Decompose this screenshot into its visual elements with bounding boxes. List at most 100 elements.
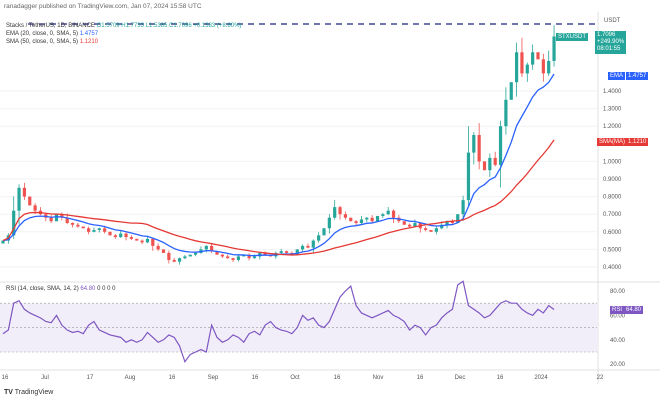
time-tick: 16 <box>417 375 424 381</box>
candle <box>354 221 358 223</box>
candle <box>33 205 37 211</box>
candle <box>156 245 160 250</box>
sma-legend[interactable]: SMA (50, close, 0, SMA, 5) 1.1210 <box>6 39 98 45</box>
bar-countdown: 08:01:55 <box>597 46 621 52</box>
candle <box>65 217 69 223</box>
sma-price-value: 1.1210 <box>626 138 649 146</box>
time-tick: 17 <box>87 375 94 381</box>
candle <box>301 245 305 250</box>
candle <box>531 52 535 65</box>
candle <box>151 238 155 246</box>
logo-text: TradingView <box>14 389 54 396</box>
price-tick: 1.3000 <box>603 107 622 113</box>
price-tick: 0.9000 <box>603 177 622 183</box>
candle <box>17 187 21 211</box>
time-tick: Nov <box>373 375 384 381</box>
price-tick: 1.2000 <box>603 124 622 130</box>
symbol-tag: STXUSDT <box>556 33 589 41</box>
price-tick: 0.5000 <box>603 247 622 253</box>
candle <box>97 228 101 231</box>
ohlc-high: H1.7733 <box>121 23 144 29</box>
rsi-tick: 60.00 <box>610 313 626 319</box>
rsi-tick: 80.00 <box>610 289 626 295</box>
ohlc-close: C1.7096 <box>169 23 192 29</box>
candle <box>247 254 251 259</box>
ema-label: EMA (20, close, 0, SMA, 5) <box>6 31 79 37</box>
rsi-value: 64.80 <box>80 286 96 292</box>
candle <box>333 207 337 218</box>
ema-legend[interactable]: EMA (20, close, 0, SMA, 5) 1.4757 <box>6 31 98 37</box>
rsi-tick: 40.00 <box>610 338 626 344</box>
candle <box>145 238 150 243</box>
price-tick: 1.4000 <box>603 89 622 95</box>
candle <box>445 221 449 225</box>
sma-line <box>2 139 555 256</box>
rsi-extra: 0 0 0 0 <box>97 286 116 292</box>
tradingview-logo[interactable]: TV TradingView <box>4 389 53 396</box>
time-tick: 16 <box>169 375 176 381</box>
candle <box>493 157 497 165</box>
symbol-name: Stacks / TetherUS, 1D, BINANCE <box>6 23 95 29</box>
candle <box>440 224 444 229</box>
published-line: ranadagger published on TradingView.com,… <box>4 3 202 10</box>
candle <box>135 238 139 241</box>
candle <box>365 217 369 220</box>
candle <box>231 258 235 260</box>
sma-price-tag: SMA(MA) <box>597 138 627 146</box>
last-price-tag: 1.7096 +249.90% 08:01:55 <box>595 31 627 54</box>
candle <box>92 230 96 232</box>
candle <box>204 245 208 250</box>
candle <box>456 214 460 223</box>
candle <box>525 64 529 74</box>
time-tick: Sep <box>208 375 219 381</box>
candle <box>536 52 540 60</box>
candle <box>103 228 107 232</box>
candle <box>327 217 331 229</box>
ohlc-low: L1.5385 <box>145 23 168 29</box>
time-tick: 22 <box>597 375 604 381</box>
candle <box>87 228 91 232</box>
candle <box>12 210 16 236</box>
candle <box>498 126 503 165</box>
candle <box>402 221 406 225</box>
candle <box>317 235 321 241</box>
candle <box>477 135 481 162</box>
time-tick: Oct <box>290 375 300 381</box>
rsi-legend[interactable]: RSI (14, close, SMA, 14, 2) 64.80 0 0 0 … <box>6 286 115 292</box>
rsi-tag: RSI <box>610 306 625 314</box>
candle <box>295 249 299 255</box>
price-tick: 0.6000 <box>603 230 622 236</box>
candle <box>124 233 128 238</box>
candle <box>226 256 230 259</box>
price-pane <box>0 48 597 280</box>
ema-price-value: 1.4757 <box>626 72 649 80</box>
candle <box>370 217 374 222</box>
time-tick: 16 <box>497 375 504 381</box>
candle <box>541 59 545 74</box>
candle <box>450 221 454 223</box>
candle <box>188 254 192 257</box>
candle <box>306 245 310 248</box>
candle <box>161 249 166 253</box>
sma-value: 1.1210 <box>79 39 99 45</box>
rsi-line <box>2 280 555 364</box>
currency-label: USDT <box>604 18 621 24</box>
rsi-tick: 20.00 <box>610 362 626 368</box>
candle <box>81 226 85 229</box>
candle <box>60 214 64 218</box>
candle <box>129 237 133 239</box>
time-tick: Dec <box>455 375 466 381</box>
candle <box>172 259 176 262</box>
price-tick: 1.0000 <box>603 159 622 165</box>
candle <box>509 82 513 100</box>
candle <box>343 214 347 218</box>
candle <box>284 251 289 253</box>
candle <box>547 60 551 74</box>
candle <box>54 214 59 222</box>
symbol-legend: Stacks / TetherUS, 1D, BINANCE O1.5709 H… <box>6 23 241 29</box>
ohlc-change: +0.1383 (+8.80%) <box>193 23 242 29</box>
candle <box>391 210 396 218</box>
ema-value: 1.4757 <box>79 31 99 37</box>
ema-tag-name: EMA <box>610 73 624 79</box>
